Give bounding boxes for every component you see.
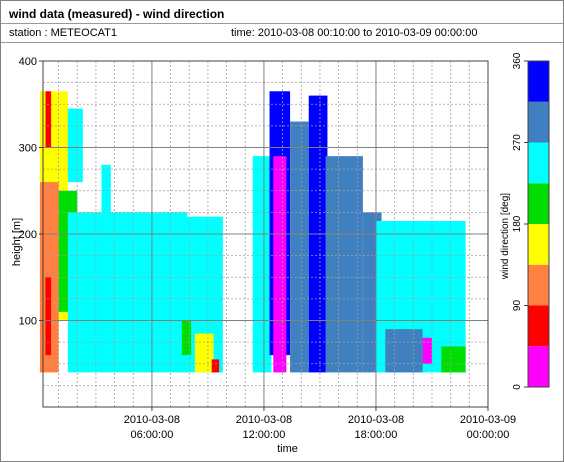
- colorbar-bin: [528, 305, 549, 347]
- colorbar-bin: [528, 183, 549, 224]
- heatmap-cell: [290, 121, 309, 373]
- axes: 100 200 300 400 height [m] 2010-03-08 06:00:00…: [11, 56, 516, 455]
- colorbar-tick-label: 270: [512, 134, 523, 151]
- header-divider: [1, 42, 563, 43]
- x-tick-label-time: 06:00:00: [131, 429, 174, 441]
- colorbar-tick-label: 180: [512, 215, 523, 232]
- y-tick-label: 200: [19, 229, 37, 241]
- colorbar-tick-label: 360: [512, 52, 523, 69]
- colorbar-bin: [528, 61, 549, 102]
- x-tick-label-date: 2010-03-08: [236, 414, 292, 426]
- heatmap-cell: [67, 212, 188, 373]
- heatmap-cell: [181, 320, 192, 356]
- y-axis-label: height [m]: [11, 218, 23, 266]
- x-tick-label-time: 00:00:00: [467, 429, 510, 441]
- y-tick-label: 100: [19, 316, 37, 328]
- x-tick-label-time: 12:00:00: [243, 429, 286, 441]
- x-tick-label-date: 2010-03-08: [348, 414, 404, 426]
- colorbar-bin: [528, 142, 549, 184]
- colorbar-tick-label: 0: [512, 384, 523, 390]
- chart-title: wind data (measured) - wind direction: [9, 7, 225, 21]
- time-range-label: time: 2010-03-08 00:10:00 to 2010-03-09 …: [231, 27, 478, 39]
- heatmap-cell: [422, 337, 432, 364]
- x-axis-label: time: [277, 443, 298, 455]
- y-tick-label: 300: [19, 143, 37, 155]
- heatmap-cells: [39, 91, 466, 373]
- colorbar-tick-label: 90: [512, 300, 523, 312]
- colorbar: 0 90 180 270 360 wind direction [deg]: [500, 52, 550, 390]
- heatmap-cell: [273, 156, 287, 373]
- grid-lines: [43, 61, 488, 407]
- colorbar-bin: [528, 224, 549, 265]
- heatmap-cell: [194, 333, 214, 373]
- heatmap-cell: [45, 277, 52, 356]
- colorbar-label: wind direction [deg]: [500, 193, 511, 280]
- heatmap-cell: [67, 108, 83, 183]
- station-label: station : METEOCAT1: [9, 27, 117, 39]
- y-tick-label: 400: [19, 56, 37, 68]
- x-tick-label-date: 2010-03-09: [460, 414, 516, 426]
- heatmap-cell: [45, 91, 52, 148]
- chart-svg: 100 200 300 400 height [m] 2010-03-08 06:00:00…: [11, 52, 550, 455]
- x-tick-label-time: 18:00:00: [355, 429, 398, 441]
- heatmap-cell: [325, 156, 363, 373]
- heatmap-cell: [252, 156, 272, 373]
- header-divider: [1, 23, 563, 24]
- x-tick-label-date: 2010-03-08: [124, 414, 180, 426]
- colorbar-bin: [528, 101, 549, 143]
- heatmap-cell: [101, 164, 111, 213]
- colorbar-bin: [528, 264, 549, 306]
- colorbar-bin: [528, 346, 549, 387]
- heatmap-cell: [441, 346, 466, 373]
- heatmap-cell: [385, 329, 423, 373]
- heatmap-cell: [211, 359, 220, 373]
